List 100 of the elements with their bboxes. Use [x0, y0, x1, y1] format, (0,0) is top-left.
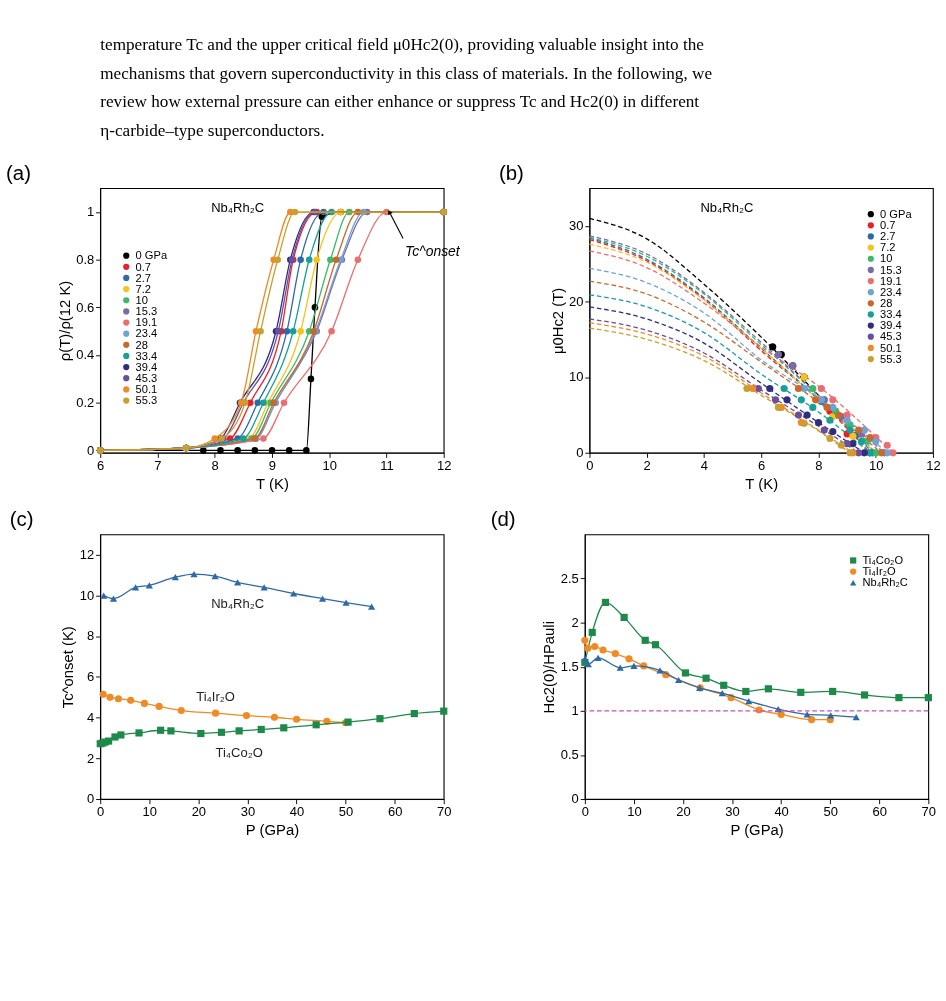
x-tick-label: 12: [436, 457, 452, 473]
x-tick-label: 10: [627, 804, 642, 820]
legend-label: 19.1: [135, 316, 158, 329]
text: mechanisms that govern superconductivity in this class of materials. In the following, we: [100, 63, 713, 83]
x-tick-label: 20: [676, 804, 691, 820]
legend-label: 0 GPa: [880, 207, 913, 220]
y-tick-label: 1: [571, 703, 579, 719]
x-tick-label: 0: [586, 457, 594, 473]
series-label: Nb₄Rh₂C: [211, 596, 265, 612]
x-axis-title: P (GPa): [730, 821, 784, 838]
x-tick-label: 60: [387, 804, 403, 820]
x-tick-label: 12: [926, 457, 941, 473]
y-tick-label: 20: [569, 293, 584, 309]
x-tick-label: 50: [338, 804, 354, 820]
y-tick-label: 0.6: [76, 299, 95, 315]
y-tick-label: 10: [569, 369, 584, 385]
y-tick-label: 0.8: [76, 251, 95, 267]
y-tick-label: 30: [569, 218, 584, 234]
x-tick-label: 70: [921, 804, 937, 820]
y-tick-label: 0.2: [76, 394, 95, 410]
legend-label: 23.4: [880, 285, 902, 298]
x-tick-label: 8: [815, 457, 823, 473]
legend-label: 7.2: [135, 282, 152, 295]
legend-label: 2.7: [135, 271, 152, 284]
legend-label: 39.4: [880, 319, 902, 332]
legend-label: 15.3: [135, 305, 158, 318]
legend-label: 0 GPa: [135, 249, 168, 262]
y-tick-label: 8: [86, 628, 95, 644]
chart-title: (a): [6, 161, 32, 184]
x-tick-label: 10: [142, 804, 158, 820]
text: temperature Tc and the upper critical field μ0Hc2(0), providing valuable insight into the: [100, 34, 705, 54]
chart-title: (c): [9, 508, 34, 531]
y-axis-title: Tc^onset (K): [60, 626, 77, 709]
x-axis-title: T (K): [256, 475, 289, 492]
y-axis-title: μ0Hc2 (T): [549, 287, 566, 355]
x-tick-label: 9: [268, 457, 277, 473]
legend-label: Ti₄Co₂O: [862, 554, 904, 567]
series-label: Ti₄Co₂O: [215, 744, 263, 760]
x-tick-label: 30: [240, 804, 256, 820]
legend-label: 33.4: [135, 349, 158, 362]
x-tick-label: 4: [700, 457, 709, 473]
legend-label: 2.7: [880, 230, 896, 243]
chart-title: (d): [490, 508, 516, 531]
annotation: Nb₄Rh₂C: [700, 200, 754, 216]
x-tick-label: 20: [191, 804, 207, 820]
x-tick-label: 8: [211, 457, 219, 473]
legend-label: 7.2: [880, 241, 896, 254]
y-tick-label: 10: [79, 587, 95, 603]
legend-label: 10: [880, 252, 893, 265]
x-tick-label: 11: [380, 457, 394, 473]
y-tick-label: 0.4: [76, 347, 95, 363]
text: η-carbide–type superconductors.: [100, 121, 325, 141]
legend-label: 15.3: [880, 263, 902, 276]
y-axis-title: Hc2(0)/HPauli: [541, 621, 558, 714]
x-tick-label: 2: [643, 457, 651, 473]
legend-label: 50.1: [880, 341, 902, 354]
text: review how external pressure can either enhance or suppress Tc and Hc2(0) in different: [100, 92, 700, 112]
legend-label: 0.7: [880, 219, 896, 232]
y-tick-label: 0: [86, 791, 95, 807]
legend-label: 28: [880, 297, 893, 310]
x-axis-title: P (GPa): [245, 821, 300, 838]
x-tick-label: 40: [774, 804, 789, 820]
y-tick-label: 0: [576, 444, 584, 460]
legend-label: 19.1: [880, 274, 902, 287]
y-tick-label: 2: [86, 750, 95, 766]
y-tick-label: 1.5: [560, 658, 579, 674]
x-tick-label: 60: [872, 804, 887, 820]
x-tick-label: 10: [322, 457, 337, 473]
legend-label: Ti₄Ir₂O: [862, 565, 896, 578]
legend-label: 45.3: [135, 371, 158, 384]
x-tick-label: 6: [758, 457, 766, 473]
legend-label: Nb₄Rh₂C: [862, 576, 908, 589]
annotation: Nb₄Rh₂C: [211, 200, 265, 216]
x-tick-label: 50: [823, 804, 838, 820]
legend-label: 55.3: [135, 394, 158, 407]
x-tick-label: 40: [289, 804, 305, 820]
chart-title: (b): [498, 161, 524, 184]
y-tick-label: 0.5: [560, 747, 579, 763]
x-tick-label: 10: [868, 457, 884, 473]
y-tick-label: 2.5: [560, 570, 579, 586]
legend-label: 39.4: [135, 360, 158, 373]
y-tick-label: 2: [571, 614, 579, 630]
y-tick-label: 6: [86, 669, 95, 685]
y-tick-label: 1: [86, 204, 95, 220]
y-tick-label: 12: [79, 547, 95, 563]
series-label: Ti₄Ir₂O: [196, 689, 235, 705]
legend-label: 23.4: [135, 327, 158, 340]
legend-label: 10: [135, 293, 148, 306]
x-tick-label: 30: [725, 804, 740, 820]
legend-label: 45.3: [880, 330, 902, 343]
y-tick-label: 0: [571, 791, 579, 807]
y-tick-label: 0: [86, 442, 95, 458]
legend-label: 55.3: [880, 352, 902, 365]
x-tick-label: 6: [97, 457, 105, 473]
y-axis-title: ρ(T)/ρ(12 K): [56, 280, 73, 362]
legend-label: 0.7: [135, 260, 152, 273]
x-axis-title: T (K): [745, 475, 779, 492]
legend-label: 50.1: [135, 383, 158, 396]
legend-label: 28: [135, 338, 148, 351]
legend-label: 33.4: [880, 308, 902, 321]
